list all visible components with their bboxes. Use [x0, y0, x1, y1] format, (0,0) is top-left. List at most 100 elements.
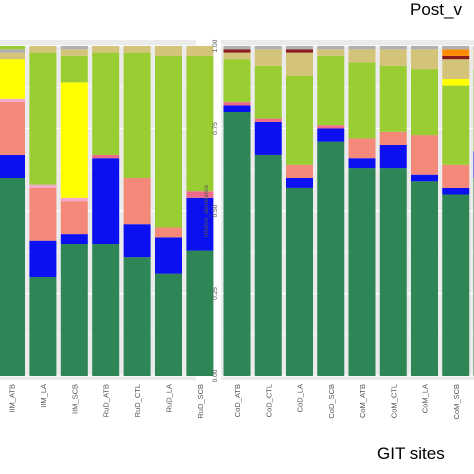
bar-segment — [186, 55, 214, 192]
bar-segment — [317, 55, 345, 126]
bar-segment — [442, 164, 470, 188]
bar-segment — [123, 46, 151, 53]
x-tick-label: CoD_ATB — [233, 384, 242, 417]
bar-segment — [155, 237, 182, 274]
bar-segment — [223, 59, 251, 103]
x-tick-label: IIM_LA — [39, 384, 48, 408]
x-tick-label: CoD_SCB — [327, 384, 336, 419]
bar-segment — [411, 46, 438, 50]
x-tick-label: IIM_ATB — [8, 384, 17, 413]
x-tick-label: RuD_CTL — [133, 384, 142, 417]
bar-segment — [0, 59, 25, 99]
bar-segment — [92, 158, 120, 244]
bar-segment — [60, 82, 88, 198]
bar-segment — [186, 197, 214, 251]
bar-segment — [286, 75, 313, 165]
bar-segment — [29, 277, 57, 376]
bar-segment — [317, 141, 345, 376]
bar-segment — [348, 158, 376, 169]
bar-segment — [155, 227, 182, 238]
bar-segment — [29, 52, 57, 185]
bar-segment — [254, 121, 282, 155]
bar-segment — [60, 49, 88, 56]
x-tick-label: CoD_LA — [296, 384, 305, 412]
x-tick-label: CoM_ATB — [358, 384, 367, 418]
bar-segment — [186, 250, 214, 376]
bar-segment — [317, 49, 345, 56]
bar-segment — [0, 46, 25, 50]
bar-segment — [286, 178, 313, 188]
bar-segment — [317, 125, 345, 129]
bar-segment — [286, 187, 313, 376]
bar-segment — [411, 135, 438, 175]
bar-segment — [123, 257, 151, 376]
x-axis-title: GIT sites — [377, 444, 445, 463]
x-tick-label: CoM_LA — [421, 384, 430, 413]
x-tick-label: RuD_LA — [165, 384, 174, 412]
bar-segment — [0, 102, 25, 155]
bar-segment — [348, 168, 376, 376]
bar-segment — [442, 55, 470, 60]
bar-segment — [60, 46, 88, 50]
bar-segment — [29, 184, 57, 188]
bar-segment — [60, 234, 88, 244]
bar-segment — [0, 178, 25, 376]
bar-segment — [60, 244, 88, 376]
bar-segment — [223, 102, 251, 106]
bar-segment — [379, 168, 407, 376]
bar-segment — [348, 138, 376, 159]
bar-segment — [223, 112, 251, 376]
bar-segment — [348, 62, 376, 139]
y-axis-label: relative_abundance — [204, 184, 210, 237]
bar-segment — [442, 46, 470, 50]
bar-segment — [411, 174, 438, 182]
bar-segment — [317, 128, 345, 142]
bar-segment — [29, 187, 57, 241]
bar-segment — [123, 178, 151, 225]
bar-segment — [155, 55, 182, 228]
bar-segment — [223, 46, 251, 50]
bar-segment — [348, 49, 376, 63]
bar-segment — [442, 79, 470, 86]
bar-segment — [442, 187, 470, 195]
bar-segment — [442, 49, 470, 56]
bar-segment — [0, 154, 25, 178]
x-tick-label: CoD_CTL — [264, 384, 273, 417]
bar-segment — [123, 224, 151, 258]
bar-segment — [0, 52, 25, 60]
x-tick-label: CoM_SCB — [452, 384, 461, 419]
bar-segment — [379, 131, 407, 145]
bar-segment — [254, 46, 282, 50]
y-tick-label: 1.00 — [212, 39, 219, 52]
bar-segment — [254, 49, 282, 66]
bar-segment — [29, 240, 57, 277]
bar-segment — [286, 49, 313, 53]
bar-segment — [286, 164, 313, 178]
bar-segment — [442, 59, 470, 79]
x-tick-label: IIM_SCB — [70, 384, 79, 414]
x-tick-label: RuD_ATB — [102, 384, 111, 417]
bar-segment — [254, 65, 282, 119]
bar-segment — [155, 273, 182, 376]
bar-segment — [442, 85, 470, 165]
y-tick-label: 0.00 — [212, 369, 219, 382]
bar-segment — [411, 181, 438, 376]
bar-segment — [223, 49, 251, 53]
bar-segment — [411, 49, 438, 70]
bar-segment — [442, 194, 470, 376]
bar-segment — [92, 52, 120, 155]
bar-segment — [379, 65, 407, 132]
bar-segment — [29, 46, 57, 53]
bar-segment — [348, 46, 376, 50]
bar-segment — [60, 197, 88, 202]
bar-segment — [186, 46, 214, 56]
bar-segment — [60, 55, 88, 83]
bar-segment — [379, 46, 407, 50]
bar-segment — [0, 49, 25, 53]
bar-segment — [379, 49, 407, 66]
bar-segment — [254, 118, 282, 122]
bar-segment — [155, 46, 182, 56]
bar-segment — [223, 105, 251, 112]
bar-segment — [317, 46, 345, 50]
